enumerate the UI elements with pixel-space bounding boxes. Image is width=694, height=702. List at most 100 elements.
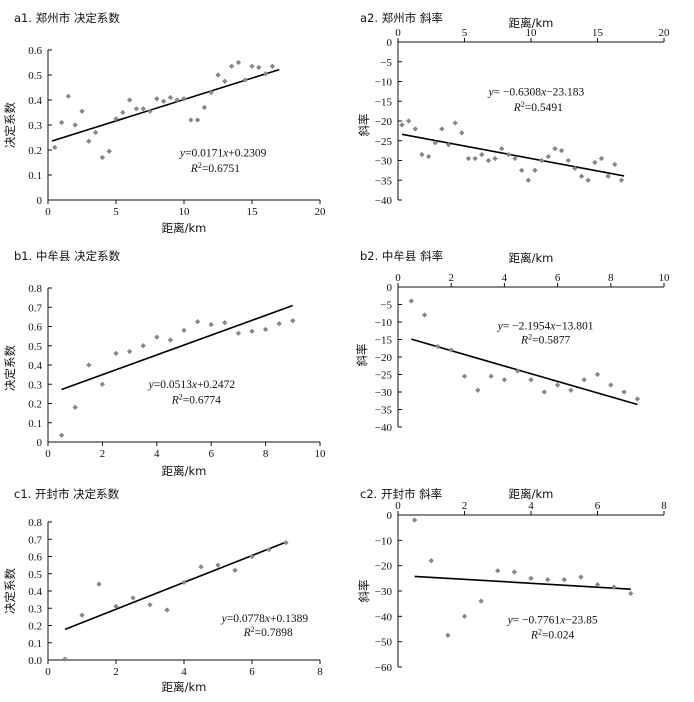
data-point [501,377,508,383]
y-tick-label: −15 [375,96,393,108]
data-point [194,117,201,123]
data-point [174,97,180,103]
panel-b2: b2. 中牟县 斜率 0 2 4 6 8 10 0 −5 −10 −15 −20 −25 −30 −35 −4… [355,249,670,434]
x-tick-label: 10 [659,272,671,284]
data-point [554,382,561,388]
data-point [58,432,65,438]
y-tick-label: 0.5 [28,70,42,82]
data-point [262,71,269,77]
data-point [461,373,468,379]
y-tick-label: 0.3 [28,603,42,615]
equation-intercept: −23.85 [565,614,598,626]
x-tick-label: 8 [608,272,614,284]
data-point [612,161,618,168]
data-point [276,320,282,327]
y-tick-label: 0.6 [28,322,42,334]
r-squared-symbol: R [530,630,538,642]
data-point [421,312,428,318]
y-tick-label: −15 [375,335,393,347]
equation-yvar: y [487,86,494,98]
data-point [439,126,445,132]
data-point [544,576,551,583]
data-point [578,574,584,580]
equation-slope: = −2.1954 [503,321,551,333]
r-squared: R2=0.6774 [171,392,221,407]
data-point [488,373,494,379]
data-point [621,389,627,395]
panel-b1: b1. 中牟县 决定系数 0 2 4 6 8 10 0 0.1 0.2 0.3 0.4 0.5 0.6 0.… [3,249,326,478]
y-tick-label: −25 [375,136,393,148]
x-tick-label: 8 [317,666,323,678]
y-axis-label: 决定系数 [3,568,17,614]
data-point [232,567,238,573]
y-tick-label: 0.8 [28,283,42,295]
y-tick-label: −5 [380,57,392,69]
trend-line [411,338,638,406]
data-point [86,362,92,368]
regression-equation: y= −2.1954x−13.801 [497,321,594,333]
y-tick-label: 0.2 [28,399,42,411]
equation-intercept: +0.2472 [197,379,235,391]
data-point [525,177,532,183]
data-point [628,590,634,597]
data-point [65,93,72,99]
data-point [262,326,269,333]
equation-slope: =0.0778 [227,613,265,625]
data-point [86,138,92,144]
y-tick-label: −40 [375,611,393,623]
y-tick-label: 0 [37,195,43,207]
y-tick-label: 0.3 [28,379,42,391]
equation-intercept: +0.1389 [270,613,308,625]
data-point [167,337,174,343]
x-tick-label: 5 [462,27,468,39]
equation-xvar: x [559,614,566,626]
data-point [52,144,58,151]
data-point [605,173,611,179]
y-axis-label: 斜率 [355,344,369,367]
data-point [147,108,153,114]
regression-equation: y=0.0171x+0.2309 [179,147,267,159]
equation-xvar: x [540,86,547,98]
data-point [130,595,136,601]
panel-title: a2. 郑州市 斜率 [360,11,443,25]
data-point [492,155,498,162]
data-point [608,382,614,388]
panel-title: c2. 开封市 斜率 [360,487,442,501]
panel-title: b1. 中牟县 决定系数 [14,249,121,263]
data-point [147,602,153,608]
data-point [249,553,255,560]
y-axis-label: 斜率 [357,114,371,137]
data-point [222,319,228,326]
y-tick-label: 0.5 [28,341,42,353]
data-point [99,381,106,387]
r-squared-value: =0.5491 [525,102,563,114]
equation-slope: = −0.6308 [494,86,542,98]
x-tick-label: 8 [661,500,667,512]
data-point [541,389,547,395]
y-tick-label: −5 [380,300,392,312]
data-point [140,343,146,349]
y-tick-label: 0 [387,510,393,522]
y-tick-label: 0.2 [28,621,42,633]
equation-yvar: y [148,379,155,391]
data-point [405,118,412,124]
x-tick-label: 6 [555,272,561,284]
x-tick-label: 0 [395,272,401,284]
x-tick-label: 6 [208,448,214,460]
x-axis-label: 距离/km [162,464,207,478]
data-point [545,153,551,160]
equation-slope: = −0.7761 [513,614,561,626]
y-tick-label: −40 [375,422,393,434]
y-tick-label: −60 [375,662,393,674]
y-tick-label: 0.1 [28,638,42,650]
x-tick-label: 2 [462,500,468,512]
data-point [472,155,478,162]
y-tick-label: −40 [375,195,393,207]
x-tick-label: 4 [154,448,160,460]
panel-title: b2. 中牟县 斜率 [360,249,443,263]
data-point [154,96,160,102]
x-tick-label: 15 [247,206,259,218]
data-point [181,96,187,102]
data-point [461,613,468,620]
data-point [558,147,565,154]
